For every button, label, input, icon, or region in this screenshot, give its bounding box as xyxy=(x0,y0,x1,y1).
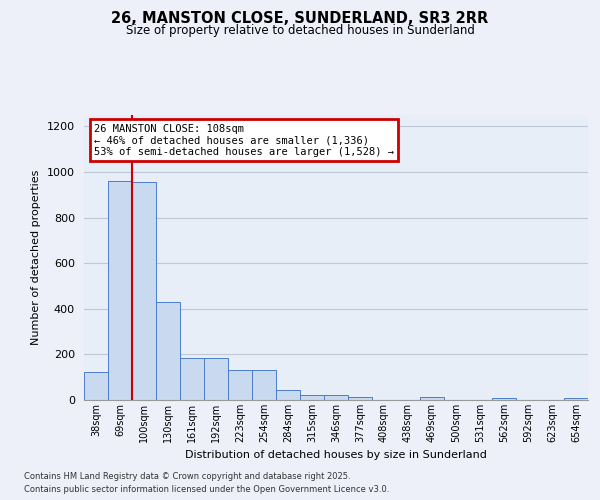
Bar xyxy=(492,398,516,400)
Y-axis label: Number of detached properties: Number of detached properties xyxy=(31,170,41,345)
Bar xyxy=(276,390,300,400)
Text: Size of property relative to detached houses in Sunderland: Size of property relative to detached ho… xyxy=(125,24,475,37)
Text: 26 MANSTON CLOSE: 108sqm
← 46% of detached houses are smaller (1,336)
53% of sem: 26 MANSTON CLOSE: 108sqm ← 46% of detach… xyxy=(94,124,394,157)
Bar xyxy=(420,398,444,400)
Bar xyxy=(132,182,156,400)
Bar xyxy=(204,358,228,400)
Bar xyxy=(228,370,252,400)
Bar xyxy=(348,396,372,400)
Bar xyxy=(180,358,204,400)
X-axis label: Distribution of detached houses by size in Sunderland: Distribution of detached houses by size … xyxy=(185,450,487,460)
Bar xyxy=(156,302,180,400)
Bar xyxy=(564,398,588,400)
Text: Contains HM Land Registry data © Crown copyright and database right 2025.: Contains HM Land Registry data © Crown c… xyxy=(24,472,350,481)
Bar xyxy=(324,396,348,400)
Bar xyxy=(108,181,132,400)
Text: 26, MANSTON CLOSE, SUNDERLAND, SR3 2RR: 26, MANSTON CLOSE, SUNDERLAND, SR3 2RR xyxy=(112,11,488,26)
Bar xyxy=(84,372,108,400)
Bar xyxy=(300,396,324,400)
Bar xyxy=(252,370,276,400)
Text: Contains public sector information licensed under the Open Government Licence v3: Contains public sector information licen… xyxy=(24,485,389,494)
